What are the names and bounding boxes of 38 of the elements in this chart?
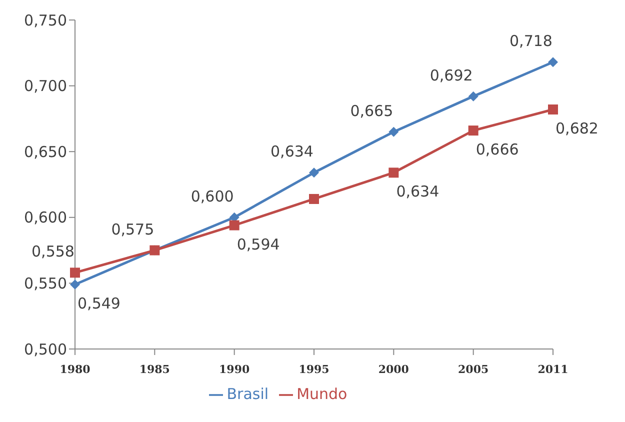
data-label: 0,718 (510, 32, 552, 50)
data-label: 0,634 (396, 182, 440, 201)
data-label: 0,692 (430, 66, 473, 84)
point (468, 91, 478, 102)
point (468, 126, 478, 136)
y-tick-label: 0,650 (24, 142, 67, 161)
y-tick-label: 0,500 (24, 340, 67, 358)
point (70, 268, 80, 278)
x-tick-label: 2011 (538, 362, 568, 376)
data-label: 0,558 (32, 242, 74, 261)
x-tick-label: 1995 (298, 362, 330, 376)
point (309, 194, 319, 204)
point (309, 168, 319, 178)
data-label: 0,634 (270, 142, 314, 161)
data-label: 0,666 (476, 140, 519, 159)
x-tick-label: 2000 (378, 362, 410, 376)
point (229, 220, 240, 230)
data-label: 0,665 (350, 102, 394, 120)
legend-label: Brasil (226, 385, 269, 403)
x-tick-label: 1980 (60, 362, 91, 376)
y-tick-label: 0,700 (24, 77, 67, 96)
y-tick-label: 0,550 (24, 274, 67, 293)
x-tick-label: 1985 (139, 362, 170, 376)
point (548, 57, 558, 68)
point (388, 126, 399, 137)
data-label: 0,549 (78, 294, 120, 313)
y-tick-label: 0,600 (24, 208, 67, 227)
point (388, 168, 399, 178)
point (70, 280, 80, 290)
data-label: 0,600 (190, 187, 234, 206)
x-tick-label: 2005 (458, 362, 489, 376)
data-label: 0,575 (111, 220, 154, 238)
data-label: 0,594 (236, 235, 280, 254)
legend-label: Mundo (296, 385, 348, 403)
x-tick-label: 1990 (219, 362, 250, 376)
y-tick-label: 0,750 (24, 11, 67, 30)
data-label: 0,682 (556, 119, 598, 138)
point (548, 104, 558, 114)
